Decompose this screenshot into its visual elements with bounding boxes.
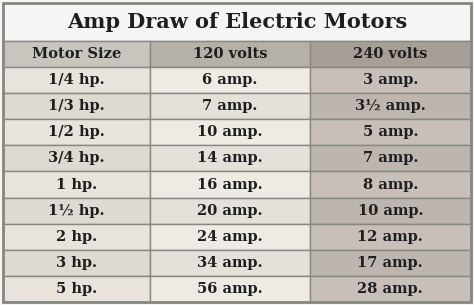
Text: 1½ hp.: 1½ hp.	[48, 204, 105, 217]
Bar	[310, 119, 471, 145]
Text: 1/3 hp.: 1/3 hp.	[48, 99, 105, 113]
Bar	[150, 276, 310, 302]
Text: 1 hp.: 1 hp.	[56, 178, 97, 192]
Text: 3½ amp.: 3½ amp.	[355, 99, 426, 113]
Bar	[3, 145, 150, 171]
Text: 10 amp.: 10 amp.	[197, 125, 263, 139]
Text: 10 amp.: 10 amp.	[357, 204, 423, 217]
Text: 6 amp.: 6 amp.	[202, 73, 258, 87]
Bar	[150, 224, 310, 250]
Bar	[150, 171, 310, 198]
Text: 3 amp.: 3 amp.	[363, 73, 418, 87]
Bar	[310, 41, 471, 67]
Text: 1/2 hp.: 1/2 hp.	[48, 125, 105, 139]
Text: 7 amp.: 7 amp.	[363, 151, 418, 165]
Text: 8 amp.: 8 amp.	[363, 178, 418, 192]
Bar	[150, 119, 310, 145]
Bar	[310, 224, 471, 250]
Text: 3/4 hp.: 3/4 hp.	[48, 151, 105, 165]
Text: 20 amp.: 20 amp.	[197, 204, 263, 217]
Text: 1/4 hp.: 1/4 hp.	[48, 73, 105, 87]
Bar	[310, 171, 471, 198]
Bar	[310, 93, 471, 119]
Bar	[3, 41, 150, 67]
Bar	[310, 276, 471, 302]
Bar	[310, 67, 471, 93]
Text: 56 amp.: 56 amp.	[197, 282, 263, 296]
Text: 28 amp.: 28 amp.	[357, 282, 423, 296]
Text: 34 amp.: 34 amp.	[197, 256, 263, 270]
Bar	[3, 276, 150, 302]
Text: 5 hp.: 5 hp.	[56, 282, 97, 296]
Text: 3 hp.: 3 hp.	[56, 256, 97, 270]
Text: 120 volts: 120 volts	[193, 47, 267, 61]
Bar	[150, 145, 310, 171]
Bar	[310, 198, 471, 224]
Bar	[150, 250, 310, 276]
Bar	[3, 250, 150, 276]
Bar	[150, 41, 310, 67]
Bar	[150, 67, 310, 93]
Text: 24 amp.: 24 amp.	[197, 230, 263, 244]
Bar	[310, 250, 471, 276]
Text: 17 amp.: 17 amp.	[357, 256, 423, 270]
Text: 2 hp.: 2 hp.	[56, 230, 97, 244]
Bar	[3, 3, 471, 41]
Bar	[3, 198, 150, 224]
Text: 16 amp.: 16 amp.	[197, 178, 263, 192]
Bar	[3, 67, 150, 93]
Bar	[3, 171, 150, 198]
Text: 12 amp.: 12 amp.	[357, 230, 423, 244]
Text: 240 volts: 240 volts	[353, 47, 428, 61]
Text: Amp Draw of Electric Motors: Amp Draw of Electric Motors	[67, 12, 407, 32]
Bar	[310, 145, 471, 171]
Bar	[3, 224, 150, 250]
Text: 5 amp.: 5 amp.	[363, 125, 418, 139]
Bar	[150, 198, 310, 224]
Bar	[3, 93, 150, 119]
Text: 14 amp.: 14 amp.	[197, 151, 263, 165]
Bar	[3, 119, 150, 145]
Text: Motor Size: Motor Size	[32, 47, 121, 61]
Text: 7 amp.: 7 amp.	[202, 99, 258, 113]
Bar	[150, 93, 310, 119]
